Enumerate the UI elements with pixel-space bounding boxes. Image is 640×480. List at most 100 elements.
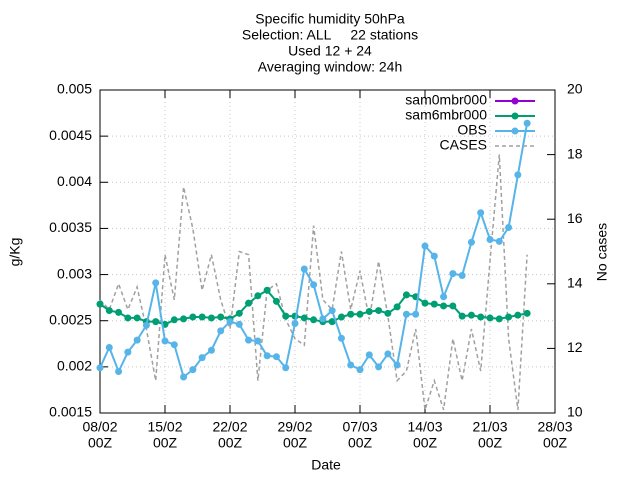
data-point — [458, 271, 466, 279]
data-point — [449, 270, 457, 278]
data-point — [375, 363, 383, 371]
data-point — [161, 337, 169, 345]
data-point — [124, 348, 132, 356]
data-point — [263, 352, 271, 360]
data-point — [300, 265, 308, 273]
plot-frame — [99, 89, 556, 414]
data-point — [105, 307, 113, 315]
data-point — [96, 300, 104, 308]
data-point — [486, 314, 494, 322]
data-point — [495, 237, 503, 245]
y-tick-label: 0.0015 — [49, 404, 92, 420]
y2-tick-label: 18 — [567, 145, 583, 161]
data-point — [523, 309, 531, 317]
y-axis-label: g/Kg — [7, 238, 23, 267]
data-point — [115, 308, 123, 316]
data-point — [337, 313, 345, 321]
chart-title: Selection: ALL 22 stations — [242, 27, 418, 43]
data-point — [440, 302, 448, 310]
x-tick-label: 00Z — [218, 435, 243, 451]
data-point — [477, 209, 485, 217]
x-tick-label: 14/03 — [407, 419, 442, 435]
legend-label: OBS — [457, 122, 487, 138]
data-point — [523, 119, 531, 127]
data-point — [235, 320, 243, 328]
x-tick-label: 21/03 — [472, 419, 507, 435]
x-tick-label: 08/02 — [82, 419, 117, 435]
y2-tick-label: 20 — [567, 81, 583, 97]
data-point — [133, 336, 141, 344]
data-point — [217, 313, 225, 321]
data-point — [486, 236, 494, 244]
y2-tick-label: 12 — [567, 339, 583, 355]
data-point — [393, 361, 401, 369]
x-axis-label: Date — [311, 457, 341, 473]
data-point — [226, 318, 234, 326]
data-point — [180, 373, 188, 381]
data-point — [282, 312, 290, 320]
data-point — [170, 316, 178, 324]
y-tick-label: 0.0025 — [49, 311, 92, 327]
data-point — [347, 361, 355, 369]
data-point — [152, 279, 160, 287]
data-point — [207, 314, 215, 322]
chart-title: Used 12 + 24 — [288, 43, 372, 59]
x-tick-label: 29/02 — [277, 419, 312, 435]
data-point — [142, 321, 150, 329]
x-tick-label: 07/03 — [342, 419, 377, 435]
data-point — [505, 224, 513, 232]
data-point — [189, 313, 197, 321]
data-point — [96, 364, 104, 372]
data-point — [310, 316, 318, 324]
data-point — [152, 318, 160, 326]
data-point — [198, 313, 206, 321]
data-point — [384, 309, 392, 317]
y2-tick-label: 16 — [567, 210, 583, 226]
x-tick-label: 15/02 — [147, 419, 182, 435]
x-tick-label: 00Z — [283, 435, 308, 451]
x-tick-label: 00Z — [543, 435, 568, 451]
x-tick-label: 28/03 — [537, 419, 572, 435]
x-tick-label: 00Z — [478, 435, 503, 451]
legend-marker — [511, 97, 519, 105]
data-point — [347, 310, 355, 318]
data-point — [217, 327, 225, 335]
data-point — [449, 302, 457, 310]
y-tick-label: 0.003 — [57, 265, 92, 281]
data-point — [235, 309, 243, 317]
series-line — [99, 154, 528, 411]
data-point — [254, 292, 262, 300]
data-point — [133, 314, 141, 322]
y-tick-label: 0.004 — [57, 173, 92, 189]
y-tick-label: 0.0035 — [49, 219, 92, 235]
data-point — [467, 238, 475, 246]
data-point — [495, 315, 503, 323]
data-point — [115, 367, 123, 375]
data-point — [477, 313, 485, 321]
legend-label: sam6mbr000 — [405, 107, 487, 123]
data-point — [263, 286, 271, 294]
chart-title: Specific humidity 50hPa — [255, 11, 405, 27]
y2-axis-label: No cases — [594, 223, 610, 281]
y-tick-label: 0.005 — [57, 81, 92, 97]
data-point — [514, 311, 522, 319]
x-tick-label: 00Z — [88, 435, 113, 451]
data-point — [365, 351, 373, 359]
data-point — [245, 299, 253, 307]
data-point — [393, 303, 401, 311]
data-point — [245, 336, 253, 344]
data-point — [105, 343, 113, 351]
data-point — [198, 354, 206, 362]
data-point — [180, 315, 188, 323]
data-point — [337, 334, 345, 342]
y2-tick-label: 14 — [567, 275, 583, 291]
data-point — [430, 300, 438, 308]
legend-label: CASES — [440, 137, 487, 153]
data-point — [514, 171, 522, 179]
y-tick-label: 0.0045 — [49, 127, 92, 143]
data-point — [412, 310, 420, 318]
x-tick-label: 00Z — [153, 435, 178, 451]
x-tick-label: 22/02 — [212, 419, 247, 435]
legend-label: sam0mbr000 — [405, 92, 487, 108]
chart-title: Averaging window: 24h — [258, 59, 403, 75]
